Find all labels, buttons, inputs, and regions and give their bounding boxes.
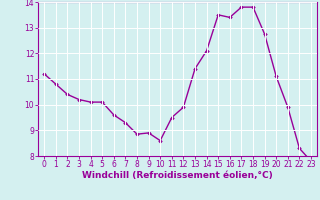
X-axis label: Windchill (Refroidissement éolien,°C): Windchill (Refroidissement éolien,°C) xyxy=(82,171,273,180)
